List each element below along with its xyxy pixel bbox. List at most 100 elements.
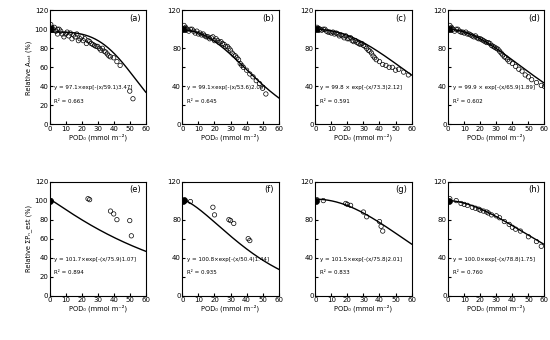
Point [312, 197, 321, 202]
Point [207, 35, 216, 40]
Point [346, 203, 355, 208]
Point [103, 51, 112, 57]
Point [229, 52, 238, 58]
Point [113, 217, 122, 222]
Point [326, 29, 334, 35]
Point [188, 27, 196, 32]
Point [217, 39, 226, 44]
Point [58, 31, 67, 37]
Point [245, 71, 254, 77]
Point [524, 234, 533, 239]
Point [238, 63, 246, 68]
Point [129, 96, 138, 101]
X-axis label: POD₀ (mmol m⁻²): POD₀ (mmol m⁻²) [468, 305, 525, 312]
Point [125, 88, 134, 94]
Point [505, 59, 514, 64]
X-axis label: POD₀ (mmol m⁻²): POD₀ (mmol m⁻²) [334, 305, 393, 312]
Point [484, 210, 493, 216]
Point [56, 29, 65, 34]
Point [221, 44, 230, 49]
Point [192, 29, 201, 34]
Point [194, 31, 203, 37]
Point [53, 31, 62, 37]
Point [532, 80, 541, 85]
Text: (h): (h) [528, 185, 540, 194]
Point [212, 36, 221, 41]
Point [502, 55, 510, 61]
Point [226, 48, 235, 53]
Point [231, 53, 240, 58]
Point [179, 198, 188, 203]
Point [367, 50, 376, 56]
Point [223, 44, 232, 49]
Point [109, 55, 118, 61]
Point [66, 30, 75, 36]
Point [375, 219, 384, 224]
Point [234, 57, 243, 63]
Point [370, 55, 379, 61]
Point [465, 31, 474, 37]
Point [338, 33, 347, 39]
Point [444, 27, 453, 32]
Point [98, 46, 107, 51]
Point [224, 217, 233, 222]
Point [532, 239, 541, 244]
Point [458, 29, 467, 35]
Point [85, 197, 94, 202]
Point [312, 27, 321, 32]
Point [89, 42, 97, 47]
Point [244, 236, 252, 241]
Point [242, 67, 251, 73]
Point [486, 41, 494, 46]
Point [404, 72, 413, 78]
Point [361, 44, 370, 49]
Point [372, 57, 381, 63]
Text: (f): (f) [265, 185, 274, 194]
Point [399, 69, 408, 75]
Point [46, 22, 55, 27]
Point [210, 212, 219, 218]
Point [474, 206, 483, 212]
Point [391, 67, 400, 73]
Point [92, 44, 101, 49]
Point [468, 33, 477, 39]
Point [202, 34, 211, 39]
Point [446, 23, 454, 28]
Point [348, 38, 356, 44]
Point [474, 36, 483, 41]
X-axis label: POD₀ (mmol m⁻²): POD₀ (mmol m⁻²) [69, 305, 126, 312]
Point [312, 198, 321, 203]
Text: R² = 0.833: R² = 0.833 [320, 270, 350, 275]
Point [101, 49, 110, 55]
Text: y = 99.9 × exp[-(x/65.9)1.89]: y = 99.9 × exp[-(x/65.9)1.89] [453, 85, 535, 90]
Point [319, 27, 328, 32]
Point [503, 57, 512, 63]
Point [75, 36, 84, 41]
Point [316, 27, 324, 32]
Point [377, 224, 386, 229]
Point [77, 34, 86, 39]
Point [489, 44, 498, 49]
Point [79, 38, 87, 44]
Text: y = 100.0×exp[-(x/78.8)1.75]: y = 100.0×exp[-(x/78.8)1.75] [453, 256, 535, 261]
Point [461, 29, 470, 35]
Point [521, 72, 530, 78]
Point [186, 27, 195, 32]
Point [375, 59, 384, 64]
Point [208, 205, 217, 210]
Point [181, 24, 190, 30]
Point [470, 34, 478, 39]
Point [394, 67, 403, 72]
Text: R² = 0.602: R² = 0.602 [453, 99, 483, 104]
Point [69, 32, 78, 38]
Point [453, 27, 462, 32]
Point [516, 228, 525, 234]
Point [236, 61, 245, 66]
Text: y = 100.8×exp[-(x/50.4)1.44]: y = 100.8×exp[-(x/50.4)1.44] [187, 256, 269, 261]
Point [364, 48, 373, 53]
Text: R² = 0.663: R² = 0.663 [54, 99, 84, 104]
Point [125, 218, 134, 223]
Point [184, 29, 193, 34]
Point [463, 31, 472, 37]
Text: R² = 0.645: R² = 0.645 [187, 99, 217, 104]
